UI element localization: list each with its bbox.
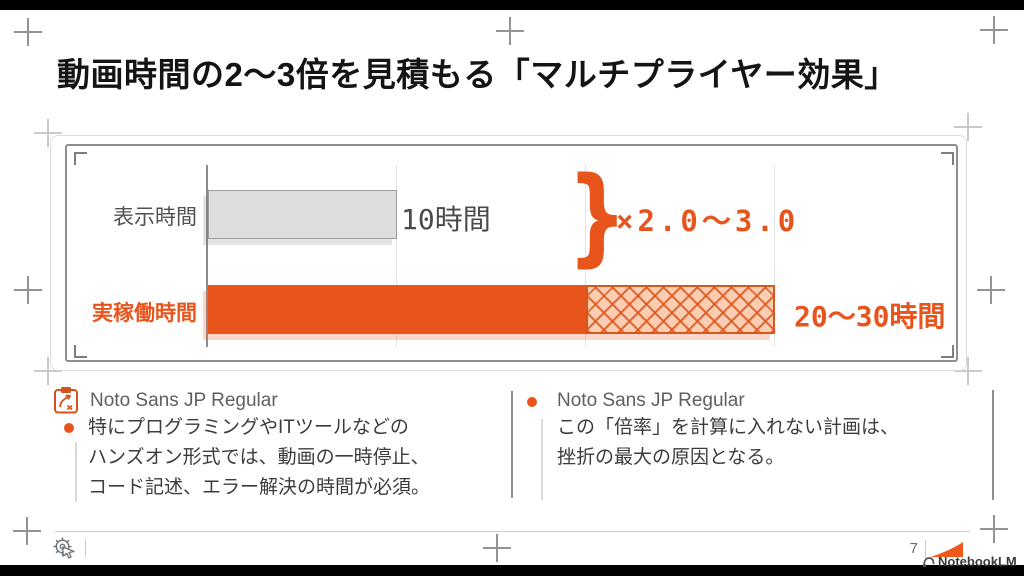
cross-mark-icon: [14, 18, 42, 46]
letterbox-bottom: [0, 565, 1024, 576]
note-heading-right: Noto Sans JP Regular: [557, 390, 745, 411]
chart-y-axis: [206, 165, 208, 347]
note-text-left: 特にプログラミングやITツールなどの ハンズオン形式では、動画の一時停止、 コー…: [88, 413, 430, 503]
cross-mark-icon: [977, 276, 1005, 304]
notebooklm-logo-icon: [923, 557, 935, 567]
gear-pointer-icon: [53, 537, 75, 559]
note-guide-line: [541, 419, 543, 500]
multiplier-annotation: ×2.0〜3.0: [616, 204, 800, 238]
category-label-actual-time: 実稼働時間: [92, 302, 197, 325]
letterbox-top: [0, 0, 1024, 10]
note-line: 特にプログラミングやITツールなどの: [88, 417, 409, 438]
footer-divider: [925, 540, 926, 558]
cross-mark-icon: [14, 276, 42, 304]
deck-triangle-logo-icon: [930, 542, 963, 557]
column-divider: [992, 390, 994, 500]
note-heading-left: Noto Sans JP Regular: [90, 390, 278, 411]
cross-mark-icon: [980, 515, 1008, 543]
clipboard-strategy-icon: [54, 387, 78, 414]
chart-outer-frame: [50, 135, 967, 371]
gridline: [774, 165, 775, 347]
page-number: 7: [909, 540, 918, 557]
corner-bracket-icon: [941, 345, 954, 358]
bar-displayed-time: [208, 190, 397, 239]
footer-rule: [55, 531, 970, 532]
bullet-icon: [64, 423, 74, 433]
chart-card: 表示時間 10時間 実稼働時間 20〜30時間 } ×2.0〜3.0: [65, 144, 958, 362]
cross-mark-icon: [483, 534, 511, 562]
note-line: 挫折の最大の原因となる。: [557, 447, 785, 468]
cross-mark-icon: [13, 517, 41, 545]
bullet-icon: [527, 397, 537, 407]
cross-mark-icon: [496, 17, 524, 45]
note-text-right: この「倍率」を計算に入れない計画は、 挫折の最大の原因となる。: [557, 413, 899, 473]
note-line: この「倍率」を計算に入れない計画は、: [557, 417, 900, 438]
note-line: コード記述、エラー解決の時間が必須。: [88, 477, 431, 498]
bar-actual-hatched: [586, 285, 775, 334]
category-label-displayed-time: 表示時間: [113, 206, 197, 229]
notebooklm-brand-text: NotebookLM: [938, 554, 1017, 569]
note-line: ハンズオン形式では、動画の一時停止、: [88, 447, 430, 468]
gridline: [396, 165, 397, 347]
bar-actual-solid: [208, 285, 586, 334]
cross-mark-icon: [980, 16, 1008, 44]
value-label-actual-time: 20〜30時間: [794, 300, 946, 333]
value-label-displayed-time: 10時間: [401, 203, 491, 236]
bar-actual-time: [208, 285, 775, 334]
corner-bracket-icon: [74, 345, 87, 358]
gridline: [585, 165, 586, 347]
column-divider: [511, 391, 513, 498]
corner-bracket-icon: [74, 152, 87, 165]
corner-bracket-icon: [941, 152, 954, 165]
footer-divider: [85, 539, 86, 557]
brace-annotation: }: [567, 154, 628, 277]
note-guide-line: [75, 442, 77, 502]
page-title: 動画時間の2〜3倍を見積もる「マルチプライヤー効果」: [57, 56, 898, 93]
